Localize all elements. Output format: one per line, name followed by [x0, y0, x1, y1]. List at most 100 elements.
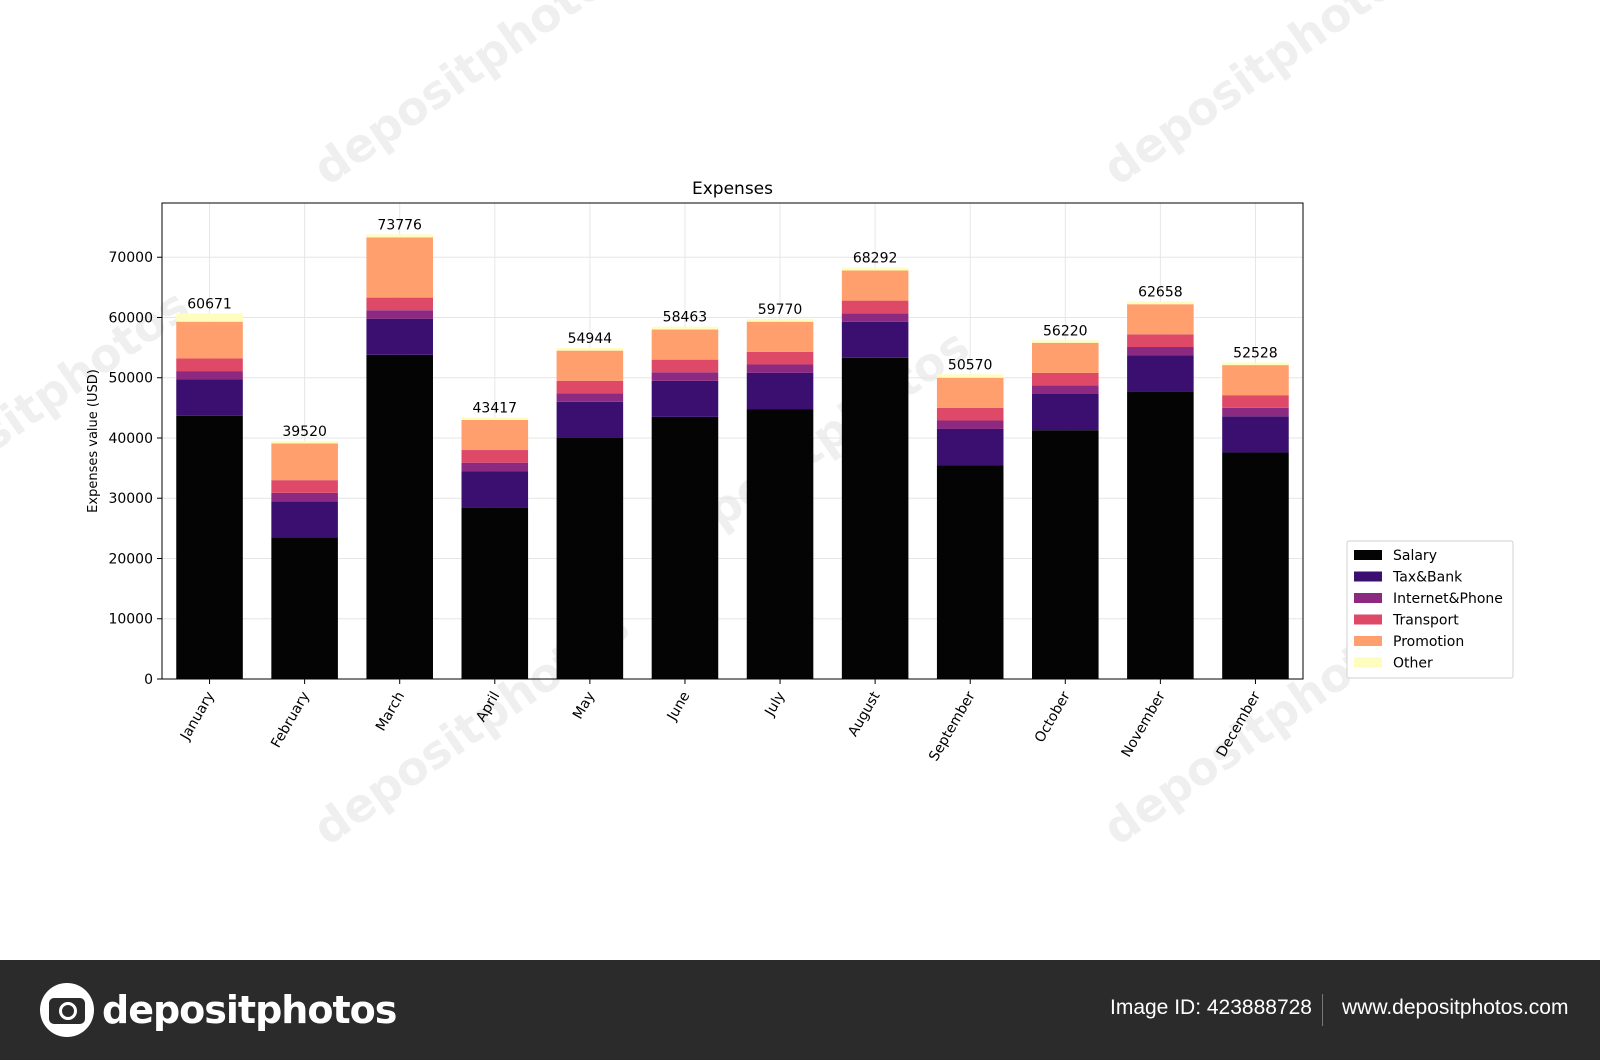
bar-segment-other [461, 417, 529, 420]
bar-segment-tax-bank [746, 372, 814, 410]
bar-segment-tax-bank [271, 501, 338, 538]
bar-segment-internet-phone [746, 364, 814, 373]
bar-total-label: 54944 [568, 331, 613, 347]
y-tick-label: 50000 [108, 371, 153, 387]
bar-segment-salary [1032, 430, 1099, 679]
bar-segment-tax-bank [841, 321, 909, 358]
watermark-text: depositphotos [1093, 0, 1429, 196]
bar-segment-salary [746, 409, 814, 679]
bar-segment-internet-phone [1222, 407, 1289, 417]
bar-segment-internet-phone [366, 310, 433, 319]
bar-total-label: 59770 [758, 302, 803, 318]
bar-segment-promotion [651, 329, 719, 360]
bar-segment-salary [556, 437, 624, 679]
x-tick-label: January [177, 689, 218, 744]
bar-segment-promotion [1222, 365, 1289, 396]
bar-segment-salary [366, 354, 433, 679]
bar-segment-internet-phone [461, 462, 529, 472]
bar-segment-transport [651, 359, 719, 373]
bar-total-label: 62658 [1138, 284, 1183, 300]
bar-segment-promotion [366, 237, 433, 298]
camera-icon [40, 983, 94, 1037]
y-tick-label: 10000 [108, 612, 153, 628]
legend-swatch [1354, 571, 1382, 582]
bar-total-label: 43417 [473, 400, 518, 416]
bar-segment-transport [936, 407, 1004, 421]
bar-segment-tax-bank [936, 428, 1004, 466]
bar-segment-transport [176, 358, 243, 372]
x-tick-label: October [1032, 689, 1074, 746]
bar-segment-promotion [176, 321, 243, 359]
image-id-label: Image ID: 423888728 [1110, 996, 1312, 1019]
bar-segment-tax-bank [651, 380, 719, 417]
bar-segment-other [841, 267, 909, 271]
bar-segment-other [746, 318, 814, 322]
brand-logo-text: depositphotos [102, 988, 397, 1032]
y-tick-label: 70000 [108, 250, 153, 266]
bar-segment-salary [651, 416, 719, 679]
bar-total-label: 50570 [948, 357, 993, 373]
x-tick-label: May [570, 689, 598, 722]
watermark-text: depositphotos [303, 0, 639, 196]
legend-swatch [1354, 550, 1382, 560]
x-tick-label: November [1119, 689, 1169, 760]
chart-title: Expenses [692, 179, 773, 199]
bar-segment-internet-phone [1032, 385, 1099, 395]
bar-segment-other [366, 234, 433, 238]
bar-segment-tax-bank [1032, 394, 1099, 431]
y-tick-label: 60000 [108, 310, 153, 326]
bar-segment-other [176, 313, 243, 322]
bar-segment-internet-phone [841, 313, 909, 322]
bar-total-label: 52528 [1233, 346, 1278, 362]
legend-swatch [1354, 657, 1382, 668]
bar-segment-tax-bank [176, 379, 243, 416]
bar-segment-promotion [1032, 342, 1099, 373]
y-tick-label: 40000 [108, 431, 153, 447]
bar-segment-salary [1127, 391, 1194, 679]
bar-segment-other [936, 374, 1004, 378]
x-tick-label: July [762, 689, 789, 720]
legend-label: Promotion [1393, 634, 1464, 650]
y-axis-label: Expenses value (USD) [86, 369, 101, 513]
bar-segment-salary [936, 465, 1004, 679]
bar-segment-other [1222, 362, 1289, 366]
legend-label: Other [1393, 656, 1433, 672]
bar-segment-internet-phone [651, 372, 719, 381]
legend-swatch [1354, 614, 1382, 625]
site-url-link[interactable]: www.depositphotos.com [1342, 996, 1569, 1019]
bar-total-label: 73776 [377, 217, 422, 233]
bar-segment-transport [1222, 395, 1289, 408]
brand-logo[interactable]: depositphotos [40, 982, 397, 1038]
bar-segment-salary [841, 357, 909, 679]
bar-segment-transport [1032, 372, 1099, 386]
bar-segment-transport [841, 300, 909, 314]
bar-segment-promotion [461, 419, 529, 451]
x-tick-label: March [373, 689, 408, 734]
bar-segment-other [1032, 340, 1099, 343]
bar-segment-tax-bank [556, 401, 624, 438]
bar-total-label: 39520 [282, 424, 327, 440]
y-tick-label: 30000 [108, 491, 153, 507]
bar-segment-transport [1127, 334, 1194, 348]
bar-segment-transport [746, 351, 814, 365]
bar-segment-promotion [556, 350, 624, 381]
bar-segment-promotion [746, 321, 814, 352]
bar-segment-transport [556, 380, 624, 394]
bar-segment-internet-phone [1127, 347, 1194, 356]
legend-swatch [1354, 636, 1382, 646]
bar-segment-salary [176, 415, 243, 679]
legend-swatch [1354, 593, 1382, 603]
bar-segment-tax-bank [461, 471, 529, 508]
y-tick-label: 0 [144, 672, 153, 688]
bar-total-label: 56220 [1043, 323, 1088, 339]
bar-segment-tax-bank [366, 318, 433, 355]
bar-segment-internet-phone [176, 371, 243, 380]
bar-segment-promotion [271, 443, 338, 481]
bar-segment-transport [271, 480, 338, 493]
bar-total-label: 60671 [187, 296, 232, 312]
bar-segment-promotion [1127, 304, 1194, 335]
legend-box [1346, 540, 1514, 679]
bar-segment-tax-bank [1222, 416, 1289, 453]
bar-segment-salary [271, 537, 338, 679]
